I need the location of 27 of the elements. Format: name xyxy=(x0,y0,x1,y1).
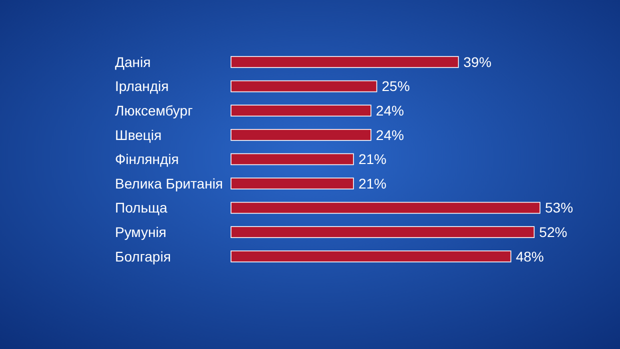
data-label: 53% xyxy=(545,200,574,216)
y-tick-label: Болгарія xyxy=(115,248,171,264)
y-tick-label: Велика Британія xyxy=(115,175,224,192)
data-label: 21% xyxy=(358,175,386,192)
y-tick-label: Люксембург xyxy=(115,102,193,118)
bar xyxy=(230,178,354,190)
data-label: 25% xyxy=(382,78,410,94)
data-label: 24% xyxy=(376,126,404,143)
bar xyxy=(230,250,512,262)
bar xyxy=(230,129,372,141)
data-label: 48% xyxy=(516,248,544,264)
bar xyxy=(230,56,459,68)
bar xyxy=(230,226,535,238)
y-tick-label: Фінляндія xyxy=(115,151,179,168)
data-label: 24% xyxy=(376,102,404,118)
y-tick-label: Румунія xyxy=(115,224,166,240)
bar xyxy=(230,80,378,92)
data-label: 21% xyxy=(358,151,386,168)
data-label: 39% xyxy=(463,54,492,70)
y-tick-label: Польща xyxy=(115,200,168,216)
y-tick-label: Данія xyxy=(115,54,151,70)
y-tick-label: Швеція xyxy=(115,126,162,143)
bar xyxy=(230,202,540,214)
bar xyxy=(230,104,372,116)
data-label: 52% xyxy=(539,224,568,240)
bar xyxy=(230,153,354,166)
y-tick-label: Ірландія xyxy=(115,78,169,94)
